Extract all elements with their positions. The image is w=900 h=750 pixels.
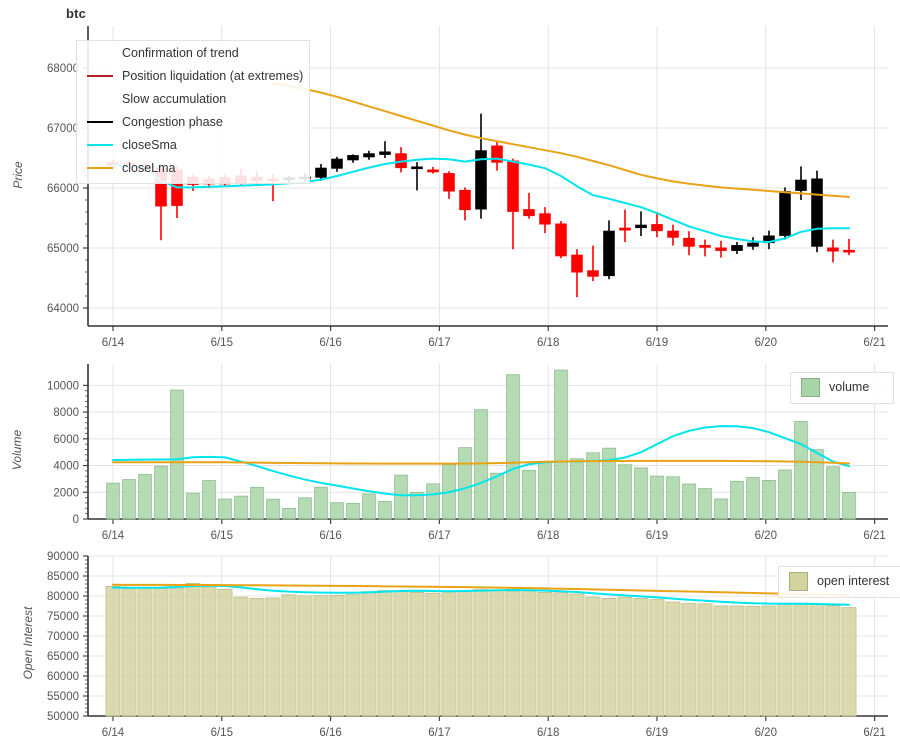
legend-item[interactable]: Confirmation of trend [77, 41, 309, 64]
svg-text:55000: 55000 [47, 691, 79, 703]
legend-item[interactable]: closeSma [77, 133, 309, 156]
legend-line-swatch [87, 52, 113, 54]
svg-text:6/21: 6/21 [863, 530, 885, 542]
svg-text:65000: 65000 [47, 243, 79, 255]
svg-text:4000: 4000 [53, 461, 79, 473]
svg-text:85000: 85000 [47, 571, 79, 583]
legend-item[interactable]: Position liquidation (at extremes) [77, 64, 309, 87]
svg-text:6/15: 6/15 [211, 727, 233, 739]
volume-color-swatch [801, 377, 820, 397]
volume-legend: volume [790, 372, 894, 404]
svg-text:6/16: 6/16 [319, 337, 341, 349]
svg-text:60000: 60000 [47, 671, 79, 683]
chart-title: btc [66, 6, 87, 21]
svg-text:80000: 80000 [47, 591, 79, 603]
volume-panel: Volume 0 2000 4000 6000 8000 10000 6/14 6/15 6/1… [0, 358, 900, 553]
svg-text:6/17: 6/17 [428, 727, 450, 739]
svg-text:6/21: 6/21 [863, 727, 885, 739]
open-interest-color-swatch [789, 571, 808, 591]
legend-line-swatch [87, 166, 113, 169]
svg-text:6/20: 6/20 [755, 337, 777, 349]
svg-text:6/16: 6/16 [319, 530, 341, 542]
svg-text:6/21: 6/21 [863, 337, 885, 349]
svg-text:10000: 10000 [47, 380, 79, 392]
svg-text:6/14: 6/14 [102, 337, 125, 349]
legend-item[interactable]: volume [791, 373, 893, 401]
svg-text:6/19: 6/19 [646, 727, 668, 739]
price-panel: Price 64000 65000 66000 67000 68000 6/14 6/15 6… [0, 18, 900, 349]
svg-text:6/14: 6/14 [102, 727, 125, 739]
legend-item[interactable]: closeLma [77, 156, 309, 179]
price-legend: Confirmation of trend Position liquidati… [76, 40, 310, 184]
svg-text:67000: 67000 [47, 123, 79, 135]
svg-text:6000: 6000 [53, 434, 79, 446]
svg-text:68000: 68000 [47, 63, 79, 75]
svg-text:6/17: 6/17 [428, 530, 450, 542]
svg-text:6/17: 6/17 [428, 337, 450, 349]
svg-text:6/18: 6/18 [537, 337, 559, 349]
svg-text:6/20: 6/20 [755, 727, 777, 739]
svg-text:65000: 65000 [47, 651, 79, 663]
svg-text:6/19: 6/19 [646, 337, 668, 349]
svg-text:75000: 75000 [47, 611, 79, 623]
svg-text:0: 0 [73, 514, 79, 526]
svg-text:90000: 90000 [47, 551, 79, 563]
legend-label: volume [829, 380, 870, 394]
open-interest-panel: Open Interest 50000 55000 60000 65000 70000 7… [0, 548, 900, 750]
svg-text:2000: 2000 [53, 487, 79, 499]
legend-label: closeLma [122, 160, 176, 175]
price-plot-svg: 64000 65000 66000 67000 68000 6/14 6/15 6/16 6/1… [47, 26, 888, 349]
svg-text:8000: 8000 [53, 407, 79, 419]
svg-text:6/14: 6/14 [102, 530, 125, 542]
legend-label: closeSma [122, 137, 177, 152]
legend-line-swatch [87, 120, 113, 123]
legend-label: Position liquidation (at extremes) [122, 68, 304, 83]
svg-text:6/18: 6/18 [537, 727, 559, 739]
svg-text:64000: 64000 [47, 303, 79, 315]
legend-item[interactable]: Congestion phase [77, 110, 309, 133]
svg-text:66000: 66000 [47, 183, 79, 195]
legend-line-swatch [87, 98, 113, 100]
svg-text:6/16: 6/16 [319, 727, 341, 739]
legend-label: Congestion phase [122, 114, 223, 129]
open-interest-legend: open interest [778, 566, 900, 598]
legend-item[interactable]: open interest [779, 567, 900, 595]
svg-text:6/18: 6/18 [537, 530, 559, 542]
svg-text:70000: 70000 [47, 631, 79, 643]
legend-label: Slow accumulation [122, 91, 227, 106]
open-interest-plot-svg: 50000 55000 60000 65000 70000 75000 80000 85000… [47, 551, 888, 739]
volume-plot-svg: 0 2000 4000 6000 8000 10000 6/14 6/15 6/16 6/17 6/… [47, 364, 888, 542]
legend-label: Confirmation of trend [122, 45, 239, 60]
svg-text:6/15: 6/15 [211, 337, 233, 349]
svg-text:6/15: 6/15 [211, 530, 233, 542]
legend-item[interactable]: Slow accumulation [77, 87, 309, 110]
legend-label: open interest [817, 574, 890, 588]
legend-line-swatch [87, 74, 113, 77]
svg-text:6/20: 6/20 [755, 530, 777, 542]
legend-line-swatch [87, 143, 113, 146]
svg-text:6/19: 6/19 [646, 530, 668, 542]
svg-text:50000: 50000 [47, 711, 79, 723]
